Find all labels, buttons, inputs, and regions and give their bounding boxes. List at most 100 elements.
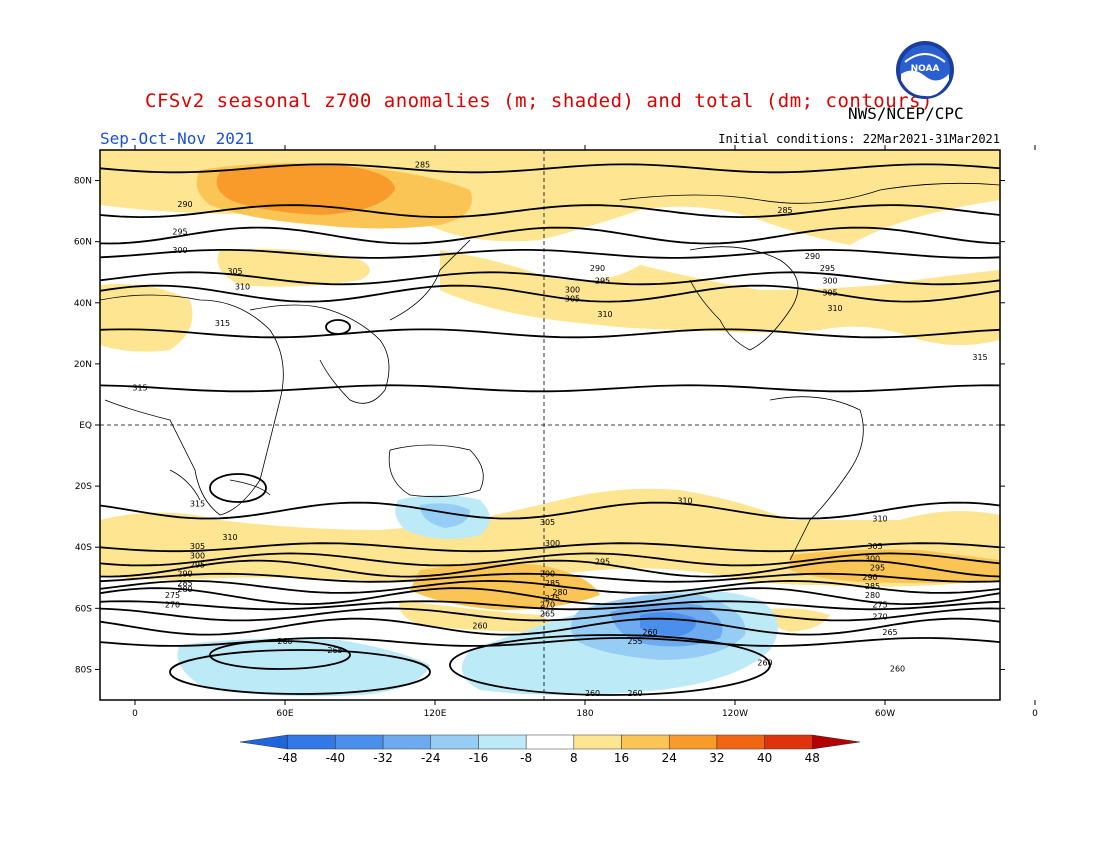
lon-tick-label: 0 <box>1032 709 1038 719</box>
contour-label: 260 <box>757 658 772 667</box>
lon-tick-label: 120W <box>722 709 748 719</box>
lat-tick-label: 80N <box>74 177 92 187</box>
colorbar-segment <box>812 734 861 750</box>
contour-label: 260 <box>627 689 642 698</box>
contour-label: 310 <box>235 283 250 292</box>
contour-label: 295 <box>820 264 835 273</box>
colorbar-label: -8 <box>520 751 532 765</box>
colorbar-label: 16 <box>614 751 629 765</box>
colorbar-label: 40 <box>757 751 772 765</box>
contour-label: 315 <box>132 383 147 392</box>
contour-label: 265 <box>540 609 555 618</box>
lat-tick-label: 40N <box>74 299 92 309</box>
height-contours <box>100 163 1000 696</box>
contour-line <box>100 587 1000 606</box>
contour-label: 310 <box>827 304 842 313</box>
lat-tick-label: 20S <box>75 482 92 492</box>
contour-line <box>100 163 1000 174</box>
contour-label: 310 <box>677 496 692 505</box>
contour-label: 295 <box>172 228 187 237</box>
colorbar-segment <box>621 734 670 750</box>
colorbar-label: 48 <box>805 751 820 765</box>
colorbar-segment <box>239 734 288 750</box>
contour-label: 295 <box>595 558 610 567</box>
contour-label: 300 <box>865 554 880 563</box>
colorbar-label: 8 <box>570 751 578 765</box>
contour-label: 260 <box>642 628 657 637</box>
contour-line <box>100 501 1000 520</box>
contour-label: 295 <box>870 564 885 573</box>
contour-label: 285 <box>777 206 792 215</box>
contour-label: 280 <box>177 585 192 594</box>
contour-line <box>100 542 1000 553</box>
colorbar-segment <box>382 734 432 750</box>
closed-contour <box>325 319 351 335</box>
contour-label: 295 <box>595 276 610 285</box>
colorbar-segment <box>430 734 479 750</box>
contour-label: 285 <box>545 579 560 588</box>
lat-tick-label: 20N <box>74 360 92 370</box>
lat-tick-label: 60N <box>74 238 92 248</box>
contour-label: 305 <box>190 542 205 551</box>
contour-label: 305 <box>565 295 580 304</box>
contour-label: 290 <box>805 252 820 261</box>
initial-conditions-label: Initial conditions: 22Mar2021-31Mar2021 <box>718 132 1000 146</box>
lon-tick-label: 120E <box>424 709 447 719</box>
contour-label: 275 <box>165 591 180 600</box>
lon-tick-label: 0 <box>132 709 138 719</box>
contour-label: 310 <box>222 533 237 542</box>
noaa-logo-icon: NOAA <box>896 41 954 99</box>
colorbar-segment <box>335 734 384 750</box>
contour-label: 280 <box>552 588 567 597</box>
colorbar-label: -24 <box>421 751 441 765</box>
contour-label: 265 <box>882 628 897 637</box>
contour-line <box>100 552 1000 567</box>
contour-label: 315 <box>190 499 205 508</box>
contour-line <box>100 600 1000 611</box>
colorbar-segment <box>716 734 765 750</box>
axis-ticks: 80N 60N 40N 20N EQ 20S 40S 60S 80S 0 60E 120E 180 120… <box>74 145 1038 719</box>
contour-line <box>100 249 1000 259</box>
contour-label: 270 <box>540 600 555 609</box>
contour-label: 285 <box>865 582 880 591</box>
contour-line <box>100 204 1000 219</box>
contour-label: 290 <box>590 264 605 273</box>
contour-label: 280 <box>865 591 880 600</box>
contour-label: 260 <box>890 664 905 673</box>
contour-label: 265 <box>327 646 342 655</box>
contour-label: 300 <box>822 276 837 285</box>
season-label: Sep-Oct-Nov 2021 <box>100 129 255 148</box>
closed-contour <box>169 649 431 695</box>
contour-label: 305 <box>227 267 242 276</box>
lon-tick-label: 60W <box>875 709 895 719</box>
contour-line <box>100 617 1000 636</box>
contour-label: 270 <box>872 613 887 622</box>
closed-contour <box>209 640 351 670</box>
contour-line <box>100 284 1000 303</box>
lat-tick-label: 40S <box>75 543 92 553</box>
lat-tick-label: EQ <box>79 421 92 431</box>
lon-tick-label: 180 <box>576 709 593 719</box>
closed-contour <box>449 634 771 696</box>
contour-label: 290 <box>540 570 555 579</box>
contour-label: 285 <box>177 579 192 588</box>
colorbar-label: -48 <box>278 751 298 765</box>
contour-label: 300 <box>172 246 187 255</box>
contour-label: 260 <box>277 637 292 646</box>
contour-label: 295 <box>190 561 205 570</box>
lat-tick-label: 80S <box>75 665 92 675</box>
contour-label: 305 <box>867 542 882 551</box>
contour-line <box>100 607 1000 622</box>
colorbar-segment <box>525 734 575 750</box>
contour-label: 260 <box>585 689 600 698</box>
agency-label: NWS/NCEP/CPC <box>848 104 964 123</box>
colorbar-segment <box>478 734 527 750</box>
lon-tick-label: 60E <box>276 709 293 719</box>
colorbar-label: 24 <box>662 751 677 765</box>
colorbar-label: -16 <box>469 751 489 765</box>
contour-label: 275 <box>545 594 560 603</box>
contour-line <box>100 384 1000 393</box>
contour-line <box>100 226 1000 245</box>
contour-label: 310 <box>597 310 612 319</box>
